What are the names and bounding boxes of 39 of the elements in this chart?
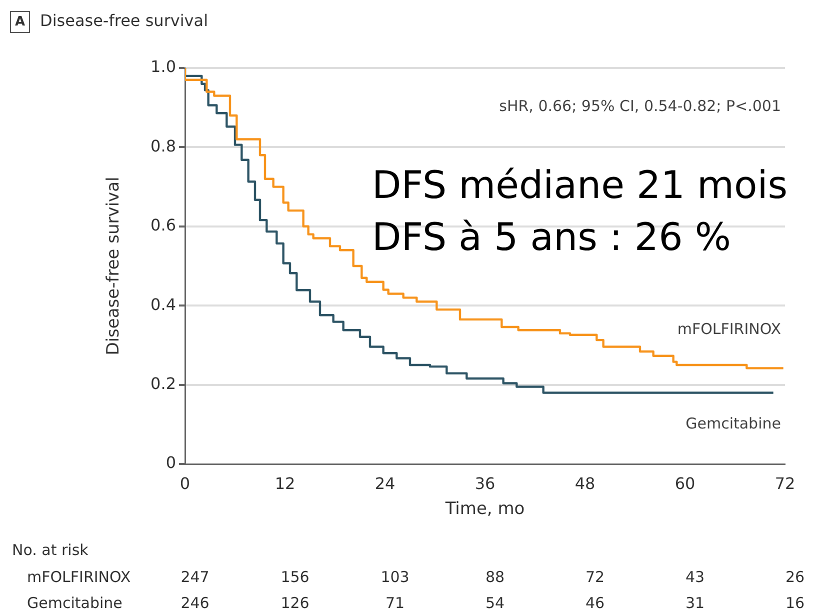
series-label: mFOLFIRINOX bbox=[677, 320, 781, 338]
text: 246 bbox=[180, 594, 210, 612]
text: Gemcitabine bbox=[27, 594, 122, 612]
annotation: DFS médiane 21 mois bbox=[372, 162, 788, 207]
text: No. at risk bbox=[12, 540, 89, 559]
text: 71 bbox=[385, 594, 405, 612]
x-tick-label: 60 bbox=[674, 474, 696, 493]
text: 126 bbox=[280, 594, 310, 612]
text: 156 bbox=[280, 568, 310, 586]
y-tick-label: 0.8 bbox=[150, 136, 176, 156]
text: A bbox=[14, 14, 26, 30]
text: 46 bbox=[585, 594, 605, 612]
text: 43 bbox=[685, 568, 705, 586]
x-axis-title: Time, mo bbox=[444, 499, 525, 520]
y-tick-label: 0.2 bbox=[150, 374, 176, 393]
text: 16 bbox=[785, 594, 805, 612]
x-tick-label: 72 bbox=[774, 474, 796, 493]
text: 26 bbox=[785, 568, 805, 586]
x-tick-label: 24 bbox=[374, 474, 396, 493]
text: 54 bbox=[485, 594, 505, 612]
text: mFOLFIRINOX bbox=[27, 568, 131, 586]
series-label: Gemcitabine bbox=[686, 414, 781, 433]
chart-title: Disease-free survival bbox=[40, 11, 208, 30]
text: 103 bbox=[380, 568, 410, 586]
y-tick-label: 0 bbox=[166, 453, 176, 472]
y-tick-label: 1.0 bbox=[150, 57, 176, 76]
y-tick-label: 0.4 bbox=[150, 294, 176, 314]
annotation: DFS à 5 ans : 26 % bbox=[372, 214, 731, 259]
y-axis-title: Disease-free survival bbox=[104, 176, 124, 356]
text: 31 bbox=[685, 594, 705, 612]
x-tick-label: 36 bbox=[474, 474, 496, 493]
text: 247 bbox=[180, 568, 210, 586]
annotation: sHR, 0.66; 95% CI, 0.54-0.82; P<.001 bbox=[499, 96, 781, 115]
x-tick-label: 48 bbox=[574, 474, 596, 493]
x-tick-label: 12 bbox=[274, 474, 296, 493]
y-tick-label: 0.6 bbox=[150, 216, 176, 235]
x-tick-label: 0 bbox=[180, 474, 190, 493]
text: 72 bbox=[585, 568, 605, 586]
text: 88 bbox=[485, 568, 505, 586]
